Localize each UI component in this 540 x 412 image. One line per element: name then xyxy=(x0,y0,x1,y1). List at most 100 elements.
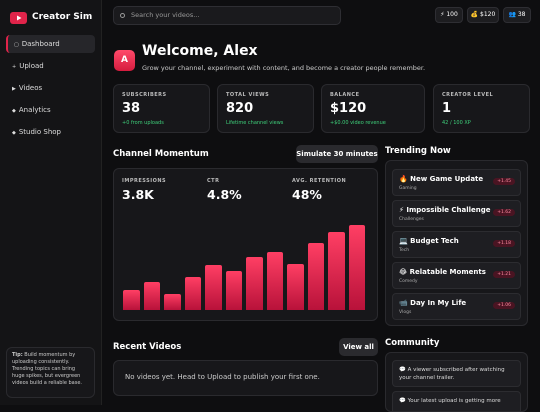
stat-label: CREATOR LEVEL xyxy=(442,92,494,98)
metric-label: AVG. RETENTION xyxy=(292,178,347,184)
stat-value: 38 xyxy=(122,101,141,116)
community-card: 💬 A viewer subscribed after watching you… xyxy=(385,352,528,412)
metric-value: 48% xyxy=(292,187,322,202)
nav-icon: + xyxy=(12,64,17,70)
nav-icon: ◆ xyxy=(12,130,16,136)
community-item: 💬 A viewer subscribed after watching you… xyxy=(392,360,521,387)
metric-value: 4.8% xyxy=(207,187,242,202)
trend-category: Gaming xyxy=(399,186,417,191)
welcome-subtitle: Grow your channel, experiment with conte… xyxy=(142,64,426,72)
stat-note: Lifetime channel views xyxy=(226,120,284,126)
trend-badge: +1.62 xyxy=(493,209,515,216)
momentum-bar xyxy=(287,264,304,310)
empty-message: No videos yet. Head to Upload to publish… xyxy=(125,373,320,381)
stat-label: TOTAL VIEWS xyxy=(226,92,270,98)
stat-label: SUBSCRIBERS xyxy=(122,92,167,98)
sidebar: Creator Sim Tip: Build momentum by uploa… xyxy=(0,0,102,405)
search-input[interactable]: Search your videos... xyxy=(113,6,341,25)
section-title: Channel Momentum xyxy=(113,149,209,159)
stat-value: $120 xyxy=(330,101,367,116)
trend-badge: +1.45 xyxy=(493,178,515,185)
momentum-bar xyxy=(246,257,263,310)
trend-badge: +1.21 xyxy=(493,271,515,278)
nav-item[interactable]: ◆ Studio Shop xyxy=(6,123,95,141)
trend-name: 💻 Budget Tech xyxy=(399,237,459,245)
trend-category: Tech xyxy=(399,248,410,253)
stat-value: 820 xyxy=(226,101,254,116)
momentum-bar xyxy=(164,294,181,310)
trend-name: 🔥 New Game Update xyxy=(399,175,484,183)
trend-item[interactable]: 💻 Budget Tech Tech +1.18 xyxy=(392,231,521,258)
nav-label: Videos xyxy=(18,84,43,92)
momentum-card: IMPRESSIONS 3.8K CTR 4.8% AVG. RETENTION 48% xyxy=(113,168,378,321)
momentum-bar xyxy=(307,243,324,310)
stat-card: TOTAL VIEWS 820 Lifetime channel views xyxy=(217,84,314,133)
trend-item[interactable]: 😂 Relatable Moments Comedy +1.21 xyxy=(392,262,521,289)
avatar: A xyxy=(114,50,135,71)
stat-label: BALANCE xyxy=(330,92,360,98)
nav-label: Upload xyxy=(19,62,44,70)
momentum-bar xyxy=(266,252,283,310)
community-item: 💬 Your latest upload is getting more xyxy=(392,391,521,411)
welcome-title: Welcome, Alex xyxy=(142,43,258,59)
stat-card: CREATOR LEVEL 1 42 / 100 XP xyxy=(433,84,530,133)
momentum-bar xyxy=(123,290,140,310)
search-placeholder: Search your videos... xyxy=(131,11,200,19)
nav-label: Studio Shop xyxy=(18,128,61,136)
stat-note: +0 from uploads xyxy=(122,120,164,126)
momentum-bar xyxy=(225,271,242,310)
momentum-bar xyxy=(205,265,222,310)
metric-label: CTR xyxy=(207,178,220,184)
trend-badge: +1.06 xyxy=(493,302,515,309)
tip-title: Tip: xyxy=(12,352,23,358)
nav-icon: ▶ xyxy=(12,86,16,92)
trend-item[interactable]: 📹 Day In My Life Vlogs +1.06 xyxy=(392,293,521,320)
logo-icon xyxy=(10,12,27,24)
nav-label: Analytics xyxy=(18,106,51,114)
trend-category: Challenges xyxy=(399,217,424,222)
trend-name: 😂 Relatable Moments xyxy=(399,268,486,276)
search-icon xyxy=(120,13,125,18)
recent-card: No videos yet. Head to Upload to publish… xyxy=(113,360,378,396)
stat-card: BALANCE $120 +$0.00 video revenue xyxy=(321,84,425,133)
stat-chip: 👥 38 xyxy=(503,7,531,23)
metric-value: 3.8K xyxy=(122,187,154,202)
nav-item[interactable]: ▢ Dashboard xyxy=(6,35,95,53)
nav-item[interactable]: + Upload xyxy=(6,57,95,75)
trend-name: ⚡ Impossible Challenge xyxy=(399,206,491,214)
momentum-bar xyxy=(328,232,345,310)
trend-category: Comedy xyxy=(399,279,418,284)
stat-chip: ⚡ 100 xyxy=(435,7,463,23)
stat-chip: 💰 $120 xyxy=(467,7,499,23)
trend-category: Vlogs xyxy=(399,310,412,315)
tip-box: Tip: Build momentum by uploading consist… xyxy=(6,347,95,398)
section-title: Community xyxy=(385,338,440,348)
brand: Creator Sim xyxy=(32,12,93,22)
tip-text: Build momentum by uploading consistently… xyxy=(12,352,82,386)
trend-item[interactable]: 🔥 New Game Update Gaming +1.45 xyxy=(392,169,521,196)
nav-item[interactable]: ◆ Analytics xyxy=(6,101,95,119)
momentum-bar xyxy=(348,225,365,310)
stat-note: 42 / 100 XP xyxy=(442,120,471,126)
simulate-button[interactable]: Simulate 30 minutes xyxy=(296,145,378,163)
stat-note: +$0.00 video revenue xyxy=(330,120,386,126)
metric-label: IMPRESSIONS xyxy=(122,178,167,184)
view-all-button[interactable]: View all xyxy=(339,338,378,356)
trend-item[interactable]: ⚡ Impossible Challenge Challenges +1.62 xyxy=(392,200,521,227)
section-title: Trending Now xyxy=(385,146,451,156)
trend-badge: +1.18 xyxy=(493,240,515,247)
community-text: 💬 A viewer subscribed after watching you… xyxy=(399,367,505,381)
section-title: Recent Videos xyxy=(113,342,182,352)
trending-card: 🔥 New Game Update Gaming +1.45 ⚡ Impossible… xyxy=(385,160,528,326)
momentum-bar xyxy=(143,282,160,310)
trend-name: 📹 Day In My Life xyxy=(399,299,467,307)
stat-value: 1 xyxy=(442,101,452,116)
momentum-bar xyxy=(184,277,201,310)
nav-item[interactable]: ▶ Videos xyxy=(6,79,95,97)
nav-icon: ◆ xyxy=(12,108,16,114)
nav-label: Dashboard xyxy=(21,40,60,48)
nav-icon: ▢ xyxy=(14,42,19,48)
community-text: 💬 Your latest upload is getting more xyxy=(399,398,501,404)
